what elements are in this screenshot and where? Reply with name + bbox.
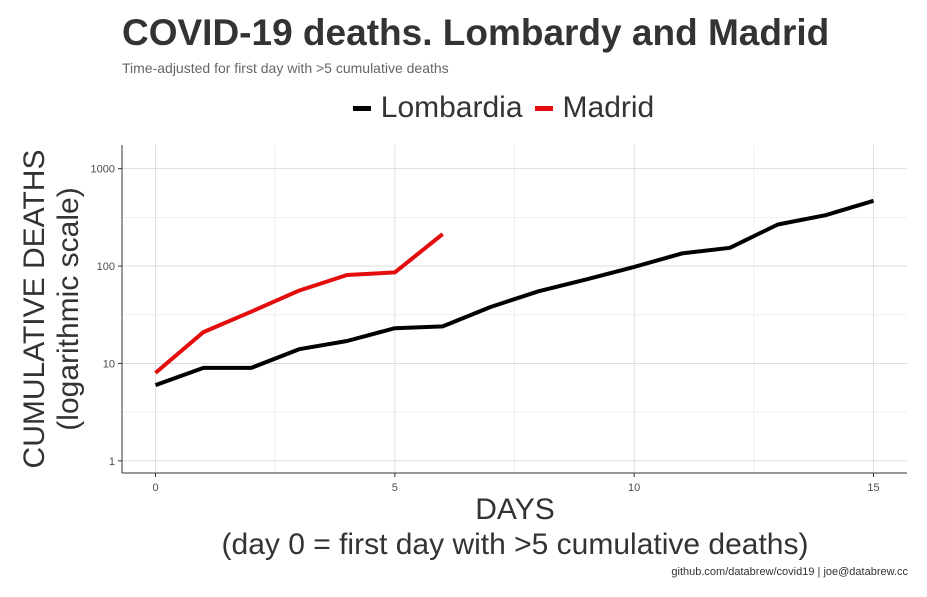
y-tick-label: 100 (97, 261, 115, 273)
y-tick-label: 1 (109, 456, 115, 468)
legend-item-madrid: Madrid (534, 91, 655, 125)
x-axis-title-line-1: DAYS (475, 493, 554, 526)
x-axis-title-line-2: (day 0 = first day with >5 cumulative de… (222, 528, 809, 561)
y-axis-ticks: 1 10 100 1000 (91, 164, 122, 468)
series-line-lombardia (154, 198, 875, 387)
legend-label-lombardia: Lombardia (380, 91, 523, 124)
x-tick-label: 15 (867, 482, 879, 494)
x-tick-label: 10 (628, 482, 640, 494)
y-axis-title-line-2: (logarithmic scale) (52, 187, 85, 430)
y-axis-title-line-1: CUMULATIVE DEATHS (18, 150, 51, 469)
grid-major (122, 145, 907, 473)
grid-minor (122, 145, 907, 473)
chart-subtitle: Time-adjusted for first day with >5 cumu… (122, 60, 449, 76)
series-layer (154, 198, 875, 387)
chart-title: COVID-19 deaths. Lombardy and Madrid (122, 12, 830, 53)
legend-key-lombardia (352, 105, 371, 111)
series-line-madrid (154, 232, 444, 375)
legend: Lombardia Madrid (40, 88, 927, 128)
y-tick-label: 10 (103, 358, 115, 370)
x-tick-label: 0 (152, 482, 158, 494)
legend-label-madrid: Madrid (562, 91, 655, 124)
legend-item-lombardia: Lombardia (352, 91, 523, 125)
legend-key-madrid (534, 105, 553, 111)
x-axis-ticks: 0 5 10 15 (152, 473, 880, 494)
x-tick-label: 5 (392, 482, 398, 494)
caption: github.com/databrew/covid19 | joe@databr… (671, 566, 908, 578)
y-tick-label: 1000 (91, 164, 115, 176)
